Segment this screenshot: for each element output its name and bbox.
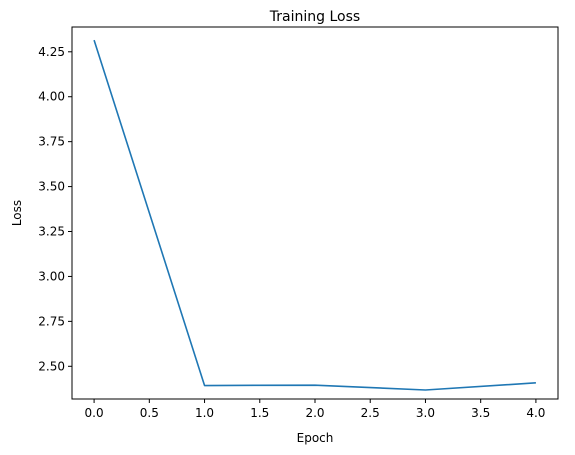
y-tick-label: 3.25 (38, 225, 65, 239)
y-axis-label: Loss (10, 200, 24, 226)
y-tick-label: 3.00 (38, 269, 65, 283)
y-tick-label: 3.75 (38, 135, 65, 149)
x-tick-label: 3.0 (416, 406, 435, 420)
y-tick-label: 4.00 (38, 90, 65, 104)
x-tick-label: 2.0 (305, 406, 324, 420)
x-tick-label: 4.0 (526, 406, 545, 420)
chart-title: Training Loss (269, 9, 360, 25)
x-axis-ticks: 0.0 0.5 1.0 1.5 2.0 2.5 3.0 3.5 4.0 (85, 399, 545, 420)
x-tick-label: 1.5 (250, 406, 269, 420)
plot-area-frame (71, 26, 559, 400)
y-tick-label: 2.50 (38, 359, 65, 373)
y-axis-ticks: 2.50 2.75 3.00 3.25 3.50 3.75 4.00 4.25 (38, 45, 72, 373)
y-tick-label: 2.75 (38, 314, 65, 328)
series-layer (93, 39, 536, 391)
x-tick-label: 0.5 (140, 406, 159, 420)
y-tick-label: 3.50 (38, 180, 65, 194)
x-tick-label: 1.0 (195, 406, 214, 420)
x-tick-label: 0.0 (85, 406, 104, 420)
y-tick-label: 4.25 (38, 45, 65, 59)
loss-line (93, 39, 536, 391)
x-axis-label: Epoch (297, 431, 334, 445)
axes: 0.0 0.5 1.0 1.5 2.0 2.5 3.0 3.5 4.0 2.50 2.75 3.00… (38, 26, 559, 420)
x-tick-label: 3.5 (471, 406, 490, 420)
x-tick-label: 2.5 (361, 406, 380, 420)
